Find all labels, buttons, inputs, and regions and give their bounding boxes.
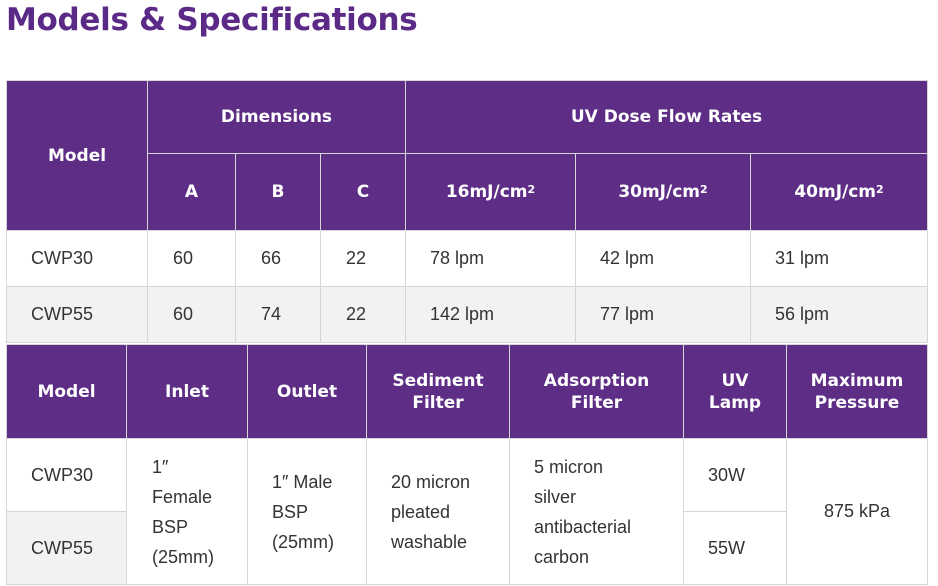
header-dose-40: 40mJ/cm2	[749, 153, 929, 231]
header-model: Model	[6, 344, 127, 439]
table-row: CWP30 1″ Female BSP (25mm) 1″ Male BSP (25mm)…	[6, 438, 928, 585]
header-dim-b: B	[235, 153, 321, 231]
cell-flow-16: 142 lpm	[405, 286, 576, 343]
cell-dim-b: 74	[235, 286, 321, 343]
header-adsorption-filter: Adsorption Filter	[509, 344, 684, 439]
cell-model: CWP55	[6, 286, 148, 343]
cell-uv-lamp: 55W	[683, 511, 787, 585]
cell-flow-40: 56 lpm	[749, 286, 929, 343]
cell-dim-c: 22	[320, 230, 406, 287]
cell-model: CWP30	[6, 438, 127, 512]
header-dim-c: C	[320, 153, 406, 231]
cell-flow-30: 77 lpm	[575, 286, 751, 343]
header-inlet: Inlet	[126, 344, 248, 439]
header-model: Model	[6, 80, 148, 231]
components-table: Model Inlet Outlet Sediment Filter Adsorp…	[6, 344, 928, 585]
cell-max-pressure: 875 kPa	[786, 438, 928, 585]
cell-uv-lamp: 30W	[683, 438, 787, 512]
header-outlet: Outlet	[247, 344, 367, 439]
cell-model: CWP55	[6, 511, 127, 585]
header-max-pressure: Maximum Pressure	[786, 344, 928, 439]
cell-sediment-filter: 20 micron pleated washable	[366, 438, 510, 585]
header-dose-30: 30mJ/cm2	[575, 153, 751, 231]
cell-dim-a: 60	[147, 230, 236, 287]
header-dose-16: 16mJ/cm2	[405, 153, 576, 231]
cell-flow-40: 31 lpm	[749, 230, 929, 287]
table-row: CWP55 60 74 22 142 lpm 77 lpm 56 lpm	[6, 286, 929, 343]
header-dimensions: Dimensions	[147, 80, 406, 154]
table-row: CWP55 55W	[6, 511, 928, 585]
cell-flow-30: 42 lpm	[575, 230, 751, 287]
header-uv-lamp: UV Lamp	[683, 344, 787, 439]
cell-dim-b: 66	[235, 230, 321, 287]
cell-adsorption-filter: 5 micron silver antibacterial carbon	[509, 438, 684, 585]
cell-inlet: 1″ Female BSP (25mm)	[126, 438, 248, 585]
cell-outlet: 1″ Male BSP (25mm)	[247, 438, 367, 585]
table-row: CWP30 60 66 22 78 lpm 42 lpm 31 lpm	[6, 230, 929, 287]
cell-dim-c: 22	[320, 286, 406, 343]
dimensions-flow-table: Model Dimensions UV Dose Flow Rates A B …	[6, 80, 929, 343]
cell-flow-16: 78 lpm	[405, 230, 576, 287]
header-sediment-filter: Sediment Filter	[366, 344, 510, 439]
cell-model: CWP30	[6, 230, 148, 287]
cell-dim-a: 60	[147, 286, 236, 343]
page-title: Models & Specifications	[6, 2, 418, 38]
header-uv-dose-flow-rates: UV Dose Flow Rates	[404, 80, 929, 154]
header-dim-a: A	[147, 153, 236, 231]
